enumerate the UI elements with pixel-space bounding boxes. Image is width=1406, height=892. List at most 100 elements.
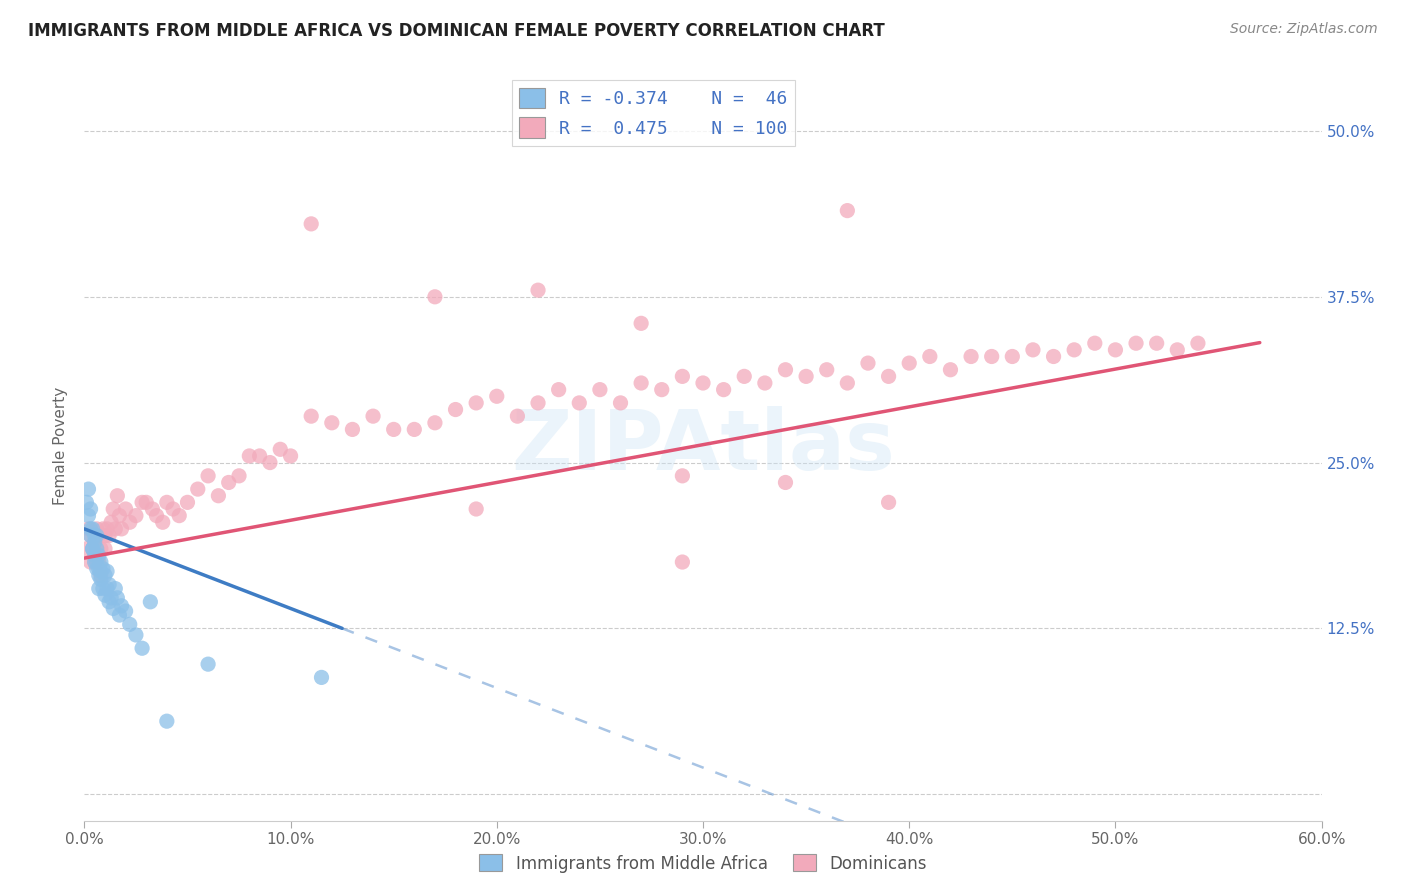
Point [104,522,127,536]
Point [671,555,693,569]
Point [110,599,132,613]
Point [87,549,110,563]
Point [77,522,100,536]
Point [527,283,550,297]
Point [207,489,229,503]
Point [94,588,117,602]
Point [75,541,97,556]
Point [960,350,983,364]
Point [139,595,162,609]
Point [83,535,105,549]
Point [125,508,148,523]
Point [96,564,118,578]
Point [1146,336,1168,351]
Point [104,582,127,596]
Point [299,217,322,231]
Point [877,495,900,509]
Point [82,541,104,556]
Point [939,363,962,377]
Point [898,356,921,370]
Point [228,468,250,483]
Point [423,416,446,430]
Point [105,591,128,605]
Point [609,396,631,410]
Point [145,508,167,523]
Point [342,422,364,436]
Point [141,502,163,516]
Point [187,482,209,496]
Point [82,541,104,556]
Point [733,369,755,384]
Point [589,383,612,397]
Point [110,522,132,536]
Point [83,528,105,542]
Point [131,495,153,509]
Y-axis label: Female Poverty: Female Poverty [53,387,69,505]
Point [1084,336,1107,351]
Point [877,369,900,384]
Point [91,522,114,536]
Point [98,577,121,591]
Point [1001,350,1024,364]
Point [321,416,343,430]
Point [87,568,110,582]
Point [118,617,141,632]
Point [156,714,179,728]
Point [90,555,112,569]
Point [1187,336,1209,351]
Point [86,522,108,536]
Point [176,495,198,509]
Point [86,562,108,576]
Point [152,515,174,529]
Point [100,515,122,529]
Point [630,316,652,330]
Point [1166,343,1188,357]
Point [444,402,467,417]
Point [794,369,817,384]
Point [754,376,776,390]
Point [280,449,302,463]
Point [1063,343,1085,357]
Point [568,396,591,410]
Point [94,541,117,556]
Point [197,657,219,672]
Point [1042,350,1064,364]
Point [79,502,101,516]
Point [856,356,879,370]
Point [311,670,333,684]
Point [837,203,859,218]
Point [197,468,219,483]
Point [87,582,110,596]
Point [651,383,673,397]
Point [83,555,105,569]
Point [86,541,108,556]
Point [90,564,112,578]
Point [90,568,112,582]
Text: IMMIGRANTS FROM MIDDLE AFRICA VS DOMINICAN FEMALE POVERTY CORRELATION CHART: IMMIGRANTS FROM MIDDLE AFRICA VS DOMINIC… [28,22,884,40]
Point [162,502,184,516]
Point [94,528,117,542]
Point [77,508,100,523]
Point [77,482,100,496]
Point [79,522,101,536]
Point [775,475,797,490]
Point [118,515,141,529]
Point [90,541,112,556]
Point [837,376,859,390]
Point [87,528,110,542]
Point [135,495,157,509]
Point [96,522,118,536]
Point [114,604,136,618]
Point [86,555,108,569]
Point [1022,343,1045,357]
Point [249,449,271,463]
Point [100,591,122,605]
Point [167,508,190,523]
Point [108,608,131,623]
Point [1125,336,1147,351]
Point [815,363,838,377]
Point [259,456,281,470]
Point [108,508,131,523]
Point [238,449,260,463]
Point [423,290,446,304]
